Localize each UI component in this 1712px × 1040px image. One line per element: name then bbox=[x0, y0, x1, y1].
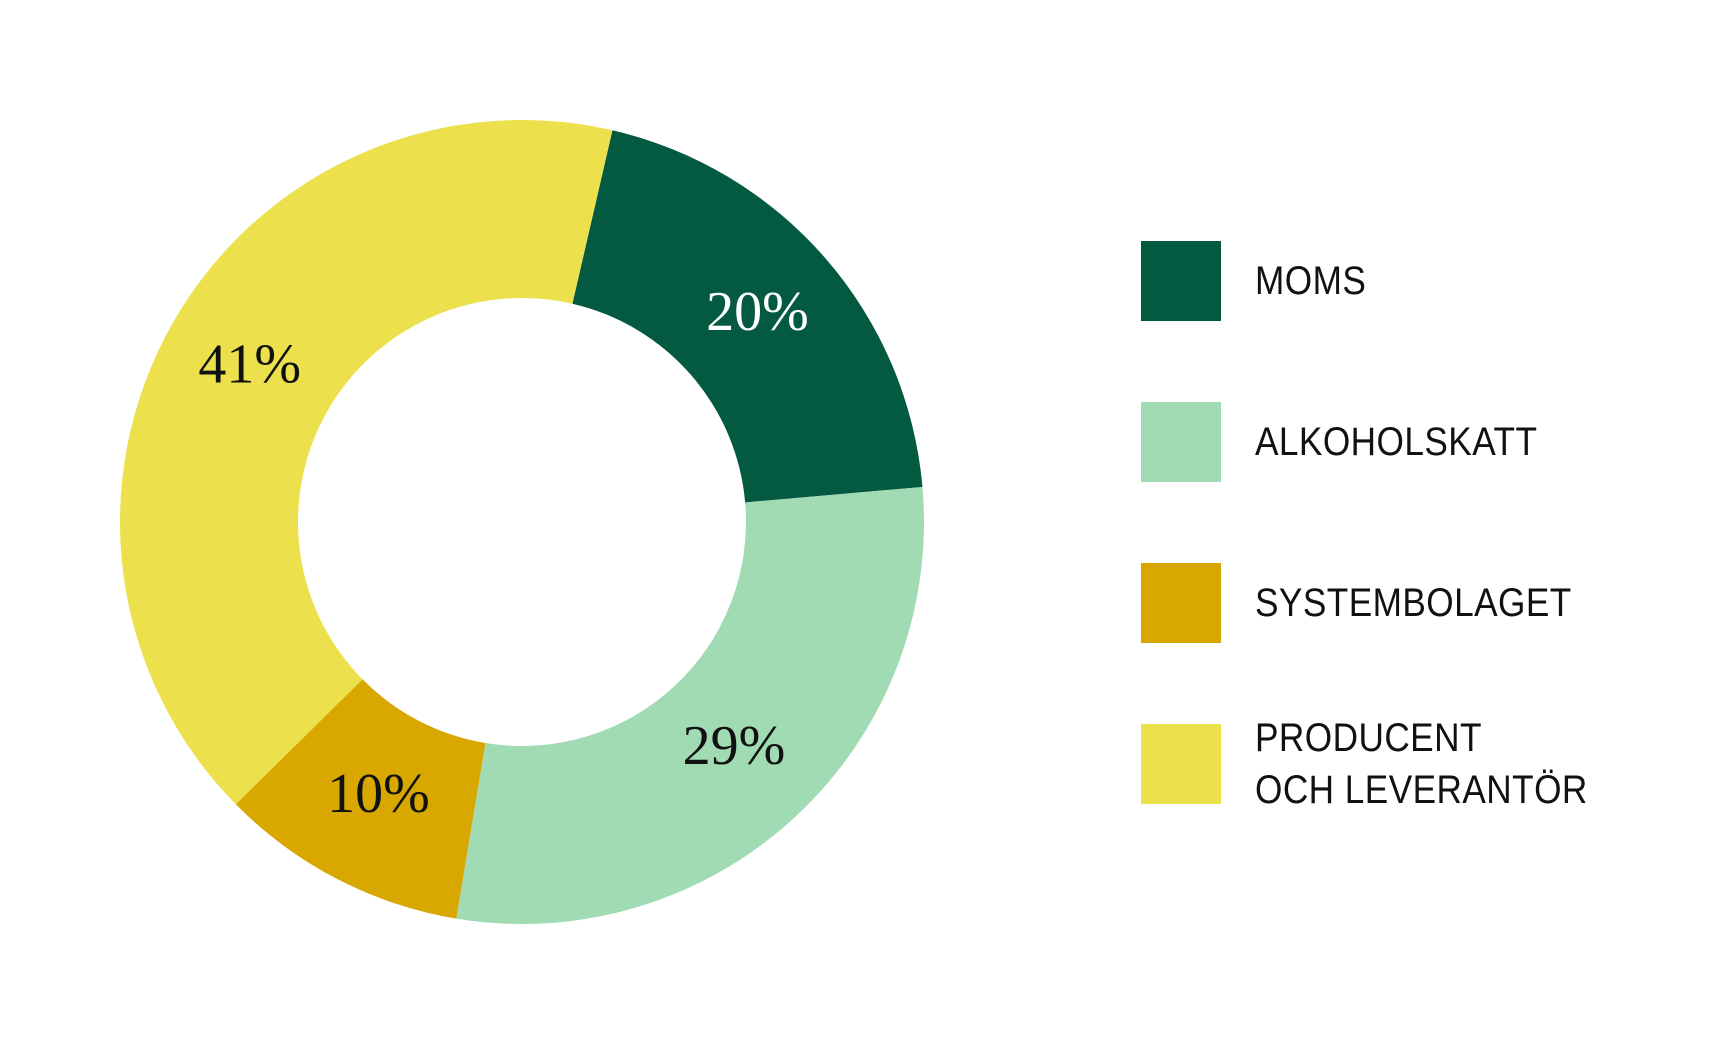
donut-slice bbox=[120, 120, 613, 805]
donut-slice bbox=[235, 679, 486, 919]
value-label: 20% bbox=[706, 281, 809, 343]
legend-label: MOMS bbox=[1255, 259, 1367, 303]
legend-swatch bbox=[1141, 563, 1221, 643]
legend-item: SYSTEMBOLAGET bbox=[1141, 563, 1615, 643]
legend-swatch bbox=[1141, 724, 1221, 804]
legend-swatch bbox=[1141, 402, 1221, 482]
donut-slice bbox=[572, 130, 923, 503]
legend-label: ALKOHOLSKATT bbox=[1255, 420, 1538, 464]
value-label: 10% bbox=[327, 763, 430, 825]
legend-label: PRODUCENT OCH LEVERANTÖR bbox=[1255, 716, 1588, 812]
legend-item: ALKOHOLSKATT bbox=[1141, 402, 1576, 482]
legend-label: SYSTEMBOLAGET bbox=[1255, 581, 1572, 625]
value-label: 29% bbox=[683, 715, 786, 777]
value-label: 41% bbox=[198, 334, 301, 396]
donut-slice bbox=[456, 486, 925, 925]
legend-item: PRODUCENT OCH LEVERANTÖR bbox=[1141, 716, 1633, 812]
legend-swatch bbox=[1141, 241, 1221, 321]
legend-item: MOMS bbox=[1141, 241, 1381, 321]
